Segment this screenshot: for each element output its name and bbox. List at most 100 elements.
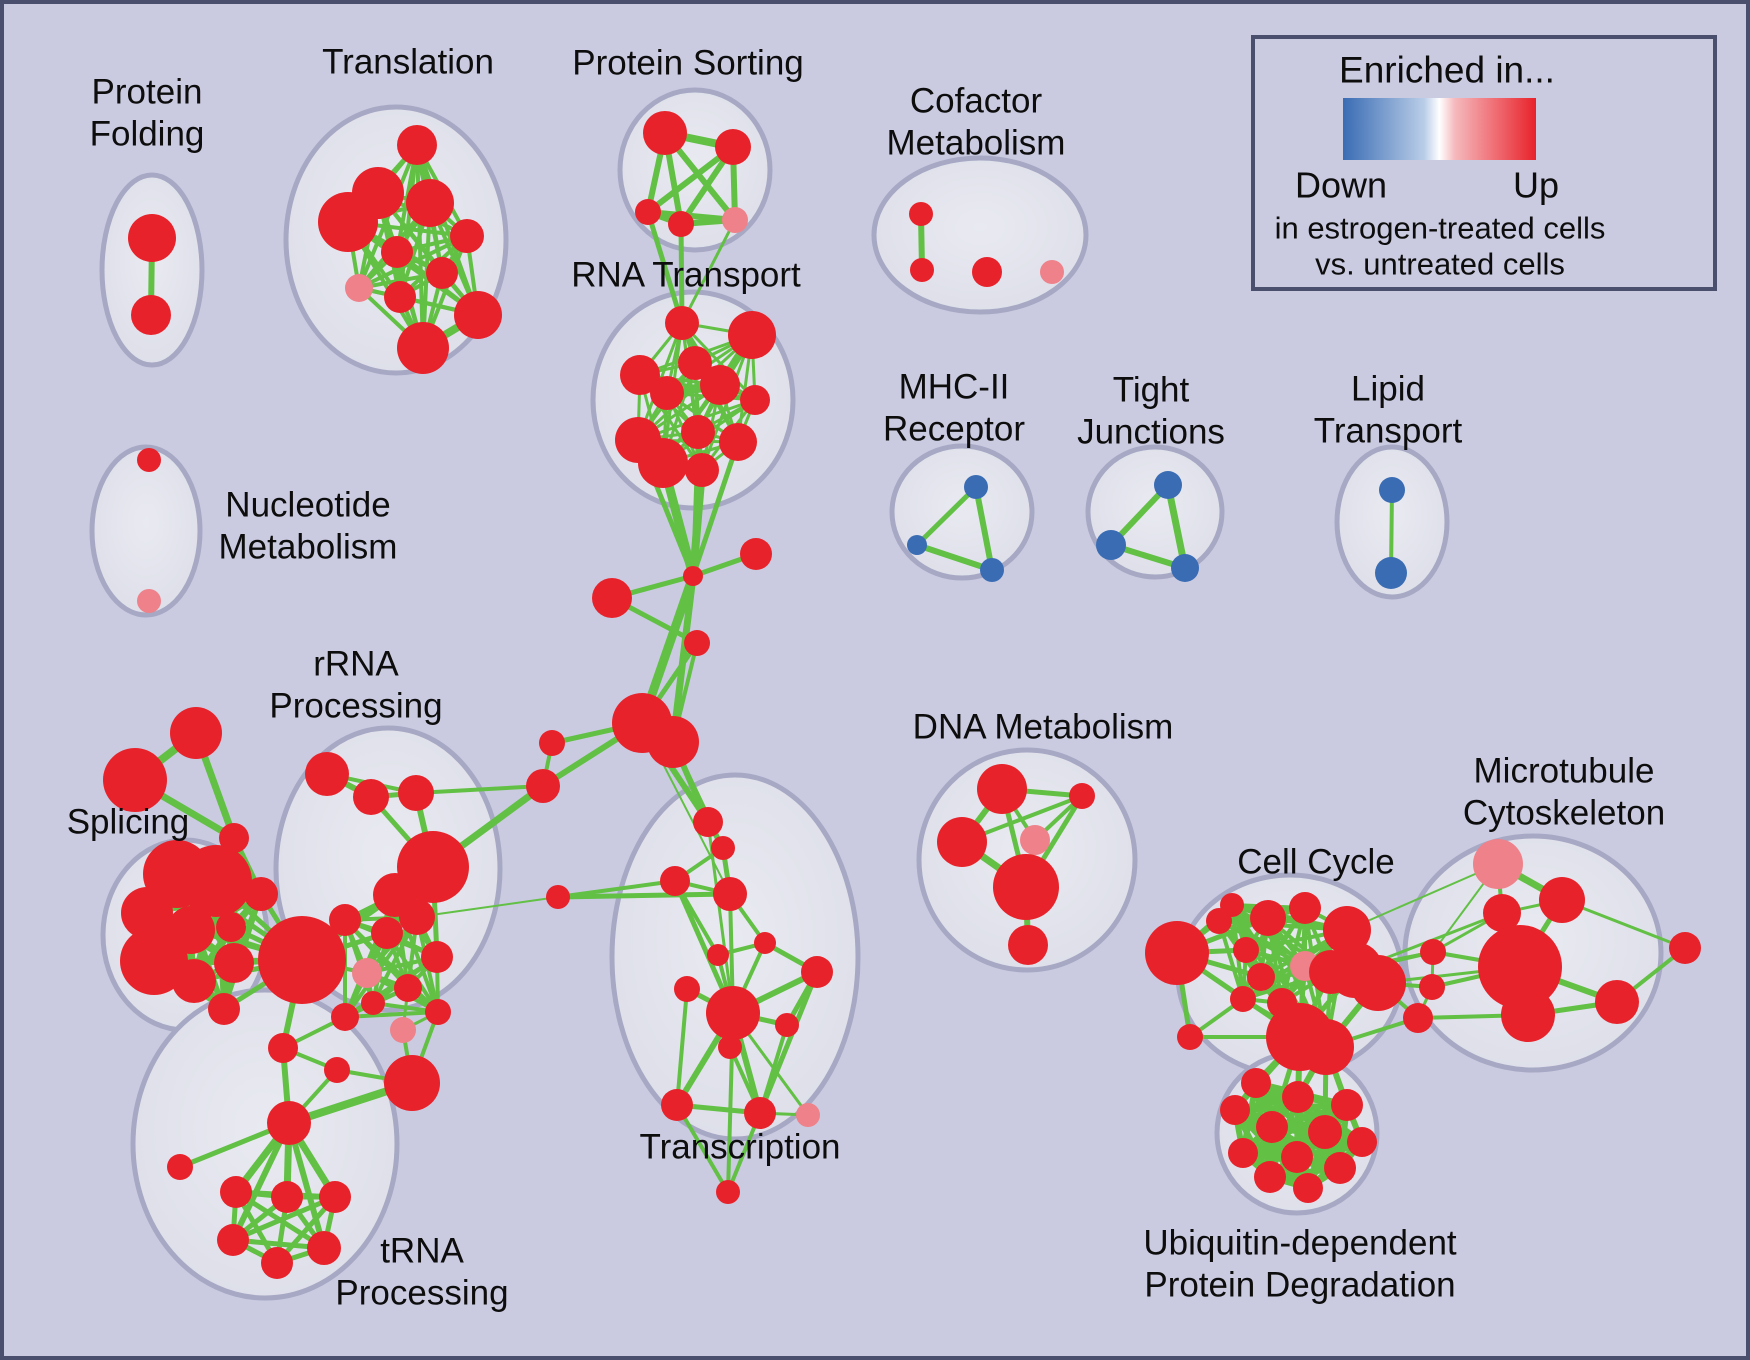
node-ub5-red bbox=[1256, 1111, 1288, 1143]
node-tj3-blue bbox=[1171, 554, 1199, 582]
node-rr13-red bbox=[331, 1003, 359, 1031]
node-tx12-red bbox=[661, 1089, 693, 1121]
node-tr1-red bbox=[397, 125, 437, 165]
node-cc8-red bbox=[1233, 937, 1259, 963]
cluster-label-protein-sorting: Protein Sorting bbox=[572, 44, 804, 83]
node-cf4-pink bbox=[1040, 260, 1064, 284]
node-rr11-red bbox=[394, 974, 422, 1002]
node-rt12-red bbox=[685, 453, 719, 487]
node-cf2-red bbox=[910, 258, 934, 282]
node-rt7-red bbox=[740, 385, 770, 415]
legend-up-label: Up bbox=[1513, 165, 1559, 206]
node-pf1-red bbox=[128, 214, 176, 262]
edge-ps5-rt1 bbox=[680, 218, 737, 325]
node-nm2-pink bbox=[137, 589, 161, 613]
node-tr8-pink bbox=[345, 274, 373, 302]
node-mt6-red bbox=[1595, 980, 1639, 1024]
node-tx11-red bbox=[718, 1035, 742, 1059]
node-ub1-red bbox=[1241, 1068, 1271, 1098]
edge-mh1-mh3 bbox=[973, 484, 995, 573]
node-nm1-red bbox=[137, 448, 161, 472]
node-tn6-red bbox=[217, 1224, 249, 1256]
node-cn7-red bbox=[539, 730, 565, 756]
node-tr5-red bbox=[450, 219, 484, 253]
node-cc12-red bbox=[1230, 986, 1256, 1012]
node-ub11-red bbox=[1254, 1161, 1286, 1193]
node-sp10-red bbox=[208, 993, 240, 1025]
cluster-label-rrna-processing-line1: rRNA bbox=[313, 645, 399, 684]
node-tx4-red bbox=[713, 877, 747, 911]
legend-title: Enriched in... bbox=[1339, 50, 1555, 91]
node-ub4-red bbox=[1220, 1095, 1250, 1125]
node-cc7-red bbox=[1323, 906, 1371, 954]
edge-tx8-tx12 bbox=[675, 987, 689, 1107]
cluster-label-lipid-transport-line1: Lipid bbox=[1351, 370, 1425, 409]
node-cn3-red bbox=[592, 578, 632, 618]
node-tj1-blue bbox=[1154, 471, 1182, 499]
node-mt7-red bbox=[1420, 939, 1446, 965]
node-rr14-red bbox=[361, 991, 385, 1015]
node-lp2-blue bbox=[1375, 557, 1407, 589]
node-ps4-red bbox=[668, 211, 694, 237]
node-bg4-pink bbox=[390, 1017, 416, 1043]
node-rt6-red bbox=[650, 376, 684, 410]
legend-gradient-bar bbox=[1343, 98, 1536, 160]
node-mh2-blue bbox=[907, 535, 927, 555]
cluster-ellipse-trna-processing bbox=[130, 987, 400, 1301]
edge-tx7-tx13 bbox=[757, 969, 820, 1116]
node-cn8-red bbox=[526, 769, 560, 803]
node-sp7-red bbox=[172, 959, 216, 1003]
node-ps3-red bbox=[635, 199, 661, 225]
node-ub8-red bbox=[1228, 1138, 1258, 1168]
node-cc2-red bbox=[1177, 1024, 1203, 1050]
node-tj2-blue bbox=[1096, 530, 1126, 560]
node-dm5-red bbox=[993, 854, 1059, 920]
node-mt2-red bbox=[1539, 877, 1585, 923]
node-tx7-red bbox=[801, 956, 833, 988]
node-ps5-pink bbox=[722, 207, 748, 233]
node-tx6-red bbox=[707, 944, 729, 966]
node-cn4-red bbox=[684, 630, 710, 656]
cluster-label-lipid-transport-line2: Transport bbox=[1314, 412, 1463, 451]
node-tn7-red bbox=[307, 1231, 341, 1265]
node-mt1-pink bbox=[1473, 839, 1523, 889]
legend: Enriched in... Down Up in estrogen-treat… bbox=[1251, 35, 1717, 291]
node-cn2-red bbox=[740, 538, 772, 570]
node-cn6-red bbox=[647, 716, 699, 768]
node-tr6-red bbox=[381, 236, 413, 268]
cluster-label-translation: Translation bbox=[322, 43, 494, 82]
node-tr3-red bbox=[406, 179, 454, 227]
cluster-label-cell-cycle: Cell Cycle bbox=[1237, 843, 1395, 882]
node-cc17-red bbox=[1298, 1019, 1354, 1075]
cluster-label-mhc-ii-receptor-line2: Receptor bbox=[883, 410, 1025, 449]
node-cf1-red bbox=[909, 202, 933, 226]
edge-cn8-rr3 bbox=[414, 784, 545, 795]
node-cn1-red bbox=[683, 566, 703, 586]
edge-tj1-tj3 bbox=[1164, 481, 1189, 572]
node-mt4-red bbox=[1478, 925, 1562, 1009]
node-dm4-pink bbox=[1020, 825, 1050, 855]
node-tr7-red bbox=[426, 257, 458, 289]
node-rt11-red bbox=[638, 438, 688, 488]
cluster-label-nucleotide-metabolism-line2: Metabolism bbox=[219, 528, 398, 567]
edge-tx12-tx15 bbox=[675, 1103, 730, 1194]
node-tx3-red bbox=[660, 866, 690, 896]
edge-rrna-mesh bbox=[343, 1010, 440, 1019]
node-rr10-red bbox=[421, 941, 453, 973]
node-bg5-red bbox=[384, 1055, 440, 1111]
node-mt10-red bbox=[1669, 932, 1701, 964]
node-sp2-red bbox=[180, 845, 252, 917]
cluster-label-transcription: Transcription bbox=[640, 1128, 841, 1167]
node-cf3-red bbox=[972, 257, 1002, 287]
node-sp9-red bbox=[244, 877, 278, 911]
cluster-label-rrna-processing-line2: Processing bbox=[269, 687, 442, 726]
node-tx15-red bbox=[716, 1180, 740, 1204]
node-rr1-red bbox=[305, 752, 349, 796]
cluster-ellipse-transcription bbox=[609, 772, 861, 1142]
edge-rt10-cn1 bbox=[690, 439, 741, 579]
node-ub6-red bbox=[1308, 1115, 1342, 1149]
cluster-label-microtubule-cytoskeleton-line2: Cytoskeleton bbox=[1463, 794, 1665, 833]
node-dm2-red bbox=[1069, 783, 1095, 809]
